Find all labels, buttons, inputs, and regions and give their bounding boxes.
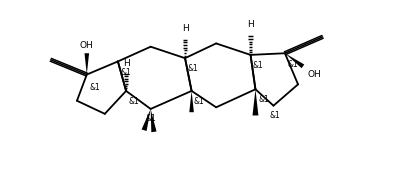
Text: &1: &1	[187, 64, 198, 73]
Text: &1: &1	[121, 68, 131, 77]
Polygon shape	[151, 109, 156, 132]
Text: &1: &1	[129, 97, 139, 106]
Text: &1: &1	[269, 111, 280, 120]
Text: &1: &1	[253, 61, 264, 70]
Text: &1: &1	[288, 60, 298, 69]
Polygon shape	[189, 91, 194, 112]
Polygon shape	[141, 109, 151, 131]
Text: H: H	[247, 20, 254, 29]
Polygon shape	[285, 53, 304, 68]
Text: H: H	[123, 59, 129, 68]
Text: &1: &1	[145, 114, 156, 124]
Text: &1: &1	[258, 95, 269, 104]
Polygon shape	[252, 89, 258, 115]
Polygon shape	[84, 53, 89, 74]
Text: &1: &1	[194, 97, 205, 106]
Text: OH: OH	[307, 70, 321, 79]
Text: H: H	[182, 24, 188, 33]
Text: OH: OH	[80, 41, 94, 50]
Text: &1: &1	[89, 83, 100, 92]
